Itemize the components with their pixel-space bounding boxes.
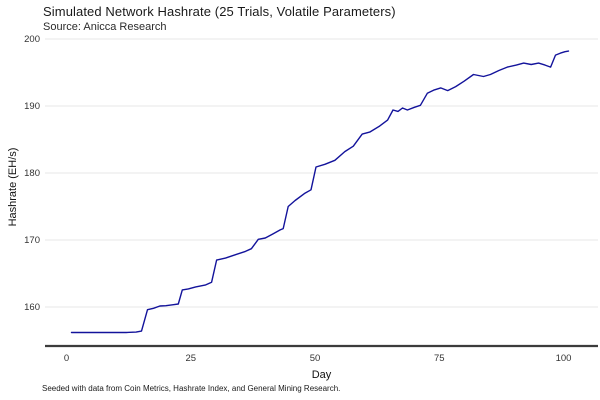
x-tick-label: 25	[185, 353, 196, 364]
x-tick-label: 0	[64, 353, 69, 364]
chart-title: Simulated Network Hashrate (25 Trials, V…	[43, 4, 396, 19]
x-axis-title: Day	[311, 369, 332, 381]
x-tick-label: 75	[434, 353, 445, 364]
y-tick-label: 200	[24, 34, 40, 45]
chart-caption: Seeded with data from Coin Metrics, Hash…	[42, 384, 341, 393]
chart-subtitle: Source: Anicca Research	[43, 21, 167, 33]
x-tick-label: 50	[310, 353, 321, 364]
hashrate-line	[70, 50, 570, 334]
x-tick-label: 100	[556, 353, 572, 364]
y-tick-label: 190	[24, 101, 40, 112]
y-tick-label: 170	[24, 235, 40, 246]
y-tick-label: 160	[24, 302, 40, 313]
y-tick-label: 180	[24, 168, 40, 179]
